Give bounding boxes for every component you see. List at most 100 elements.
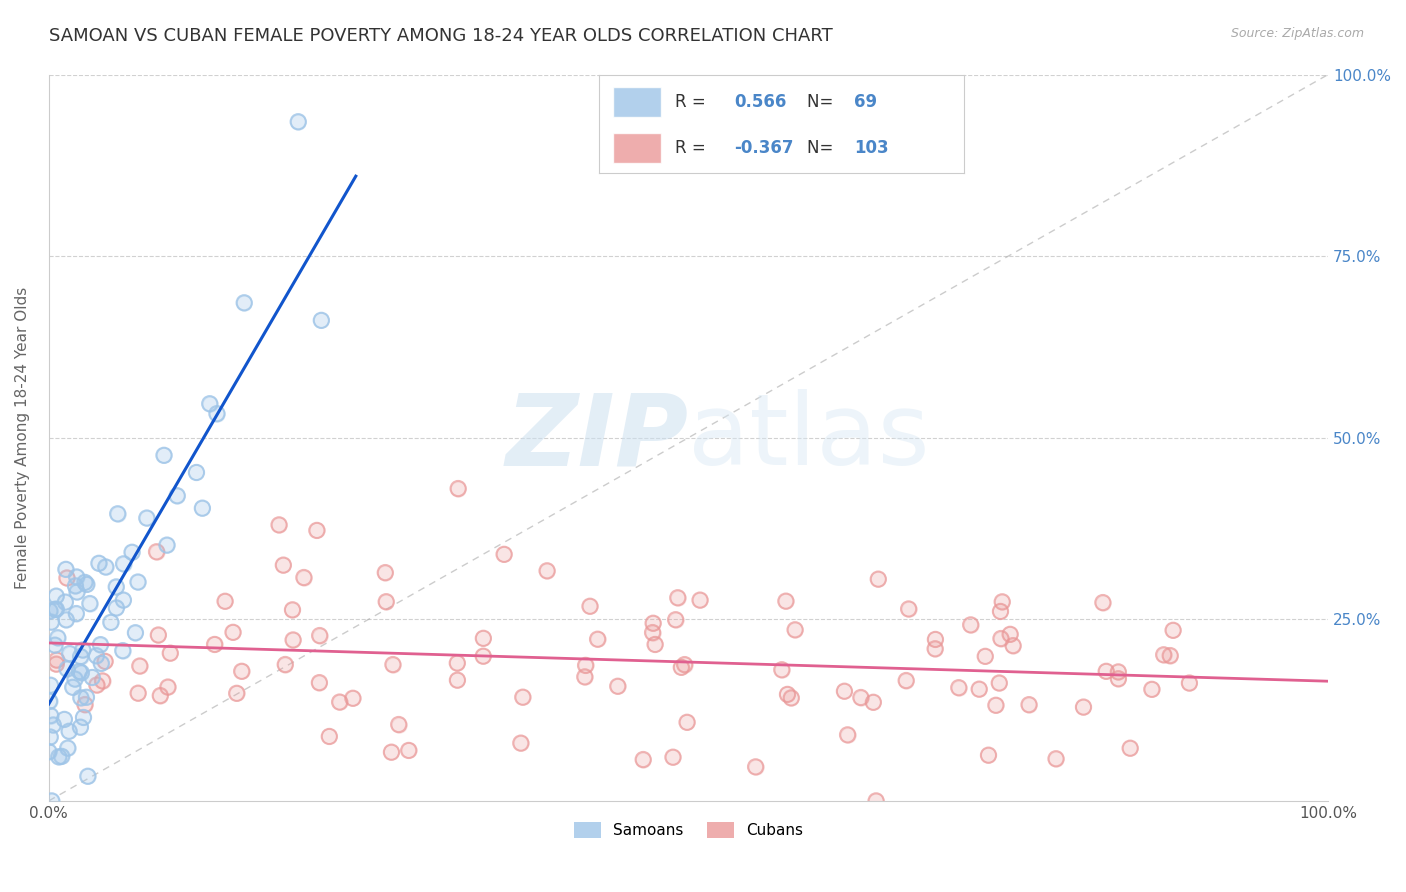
Point [375,595,398,609]
Point [381,657,404,672]
Point [42,718,65,732]
Point [1095,665,1118,679]
Point [329,695,352,709]
Point [112,593,135,607]
Point [834,684,856,698]
Point [924,632,946,647]
Point [631,752,654,766]
Point [107,507,129,521]
Point [783,623,806,637]
Point [274,657,297,672]
Point [446,656,468,670]
Point [1018,698,1040,712]
Point [65,570,87,584]
Point [70,665,93,680]
Point [135,511,157,525]
Point [55,613,77,627]
Point [380,745,402,759]
Point [665,613,688,627]
Point [676,715,699,730]
Point [86,648,108,663]
Point [862,695,884,709]
Point [53,595,76,609]
Point [643,616,665,631]
Point [990,632,1012,646]
Point [974,649,997,664]
Point [311,313,333,327]
Point [105,580,128,594]
Point [94,654,117,668]
Point [127,686,149,700]
Point [1159,648,1181,663]
Point [1119,741,1142,756]
Point [775,594,797,608]
Point [897,602,920,616]
Point [53,595,76,609]
Point [214,594,236,608]
Point [308,629,330,643]
Point [39,708,62,723]
Point [509,736,531,750]
Point [447,482,470,496]
Point [1002,639,1025,653]
Point [149,689,172,703]
Point [984,698,1007,713]
Point [127,574,149,589]
Point [991,595,1014,609]
Point [967,682,990,697]
Point [959,618,981,632]
Point [665,613,688,627]
Point [62,680,84,694]
Point [644,638,666,652]
Point [988,676,1011,690]
Point [1107,672,1129,686]
Point [79,597,101,611]
Text: SAMOAN VS CUBAN FEMALE POVERTY AMONG 18-24 YEAR OLDS CORRELATION CHART: SAMOAN VS CUBAN FEMALE POVERTY AMONG 18-… [49,27,832,45]
Point [998,627,1021,641]
Point [69,665,91,679]
Point [91,673,114,688]
Point [862,695,884,709]
Point [579,599,602,614]
Point [536,564,558,578]
Point [1091,596,1114,610]
Point [45,657,67,671]
Point [149,689,172,703]
Point [76,577,98,591]
Point [1073,700,1095,714]
Point [72,643,94,657]
Point [156,538,179,552]
Point [388,717,411,731]
Point [69,649,91,664]
Point [204,638,226,652]
Point [145,545,167,559]
Point [233,295,256,310]
Point [1107,665,1129,679]
Point [135,511,157,525]
Point [990,604,1012,618]
Point [924,641,946,656]
Point [56,662,79,676]
Point [121,545,143,559]
Point [988,676,1011,690]
Point [65,607,87,621]
Point [673,657,696,672]
Point [159,646,181,660]
Point [780,690,803,705]
Point [69,720,91,734]
Point [105,601,128,615]
Point [39,708,62,723]
Point [72,710,94,724]
Point [673,657,696,672]
Point [45,657,67,671]
Point [536,564,558,578]
Point [308,629,330,643]
Point [666,591,689,605]
Point [51,749,73,764]
Point [186,466,208,480]
Point [292,570,315,584]
Point [159,646,181,660]
Point [41,794,63,808]
Point [38,694,60,708]
Point [38,604,60,618]
